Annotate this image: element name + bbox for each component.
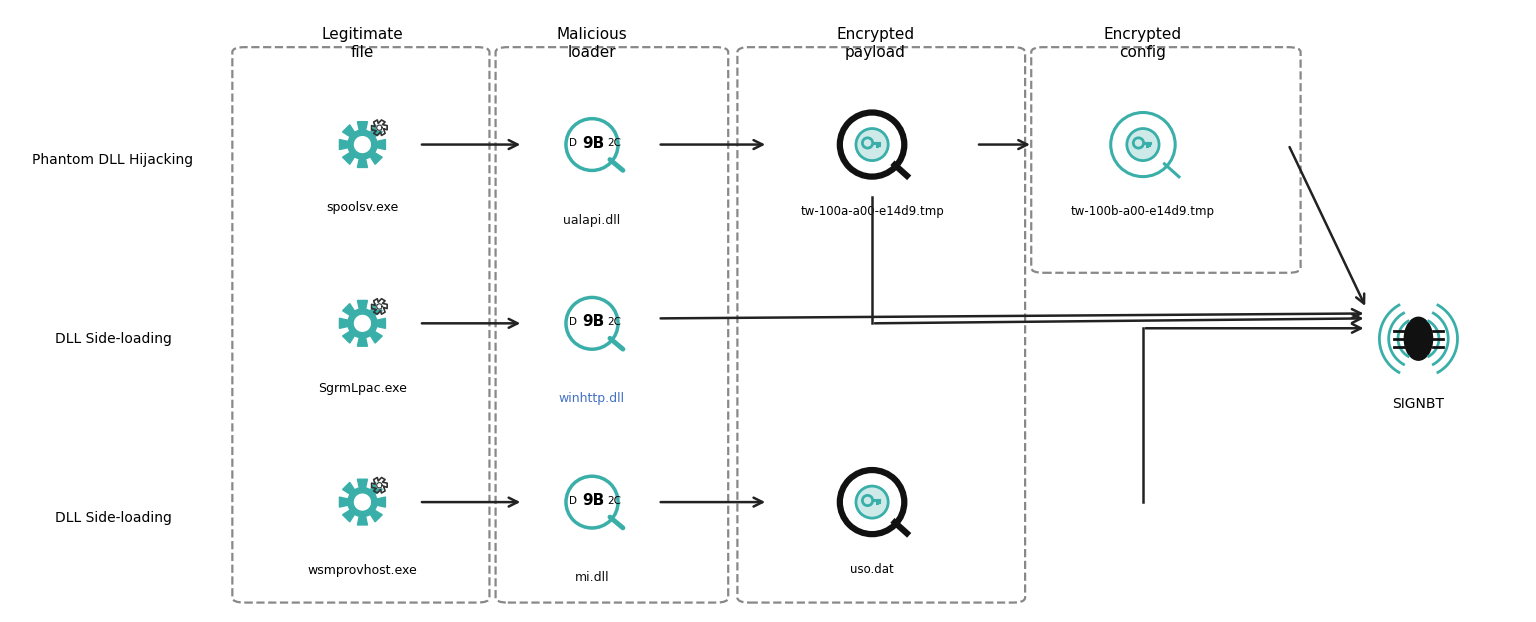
Text: SIGNBT: SIGNBT (1393, 397, 1444, 411)
Text: mi.dll: mi.dll (574, 571, 610, 584)
Ellipse shape (1111, 113, 1175, 177)
Text: 9B: 9B (582, 493, 605, 508)
Text: 9B: 9B (582, 314, 605, 329)
Ellipse shape (1404, 317, 1433, 360)
Polygon shape (376, 483, 382, 488)
Text: wsmprovhost.exe: wsmprovhost.exe (307, 564, 418, 577)
Text: D: D (570, 317, 578, 327)
Text: 2C: 2C (607, 138, 621, 148)
Text: Legitimate
file: Legitimate file (321, 27, 404, 60)
Text: tw-100b-a00-e14d9.tmp: tw-100b-a00-e14d9.tmp (1071, 205, 1215, 218)
Text: spoolsv.exe: spoolsv.exe (326, 202, 398, 214)
Text: D: D (570, 496, 578, 506)
Ellipse shape (856, 486, 888, 518)
Text: winhttp.dll: winhttp.dll (559, 392, 625, 406)
Ellipse shape (856, 129, 888, 160)
Text: SgrmLpac.exe: SgrmLpac.exe (318, 382, 407, 395)
Text: Malicious
loader: Malicious loader (556, 27, 627, 60)
Text: uso.dat: uso.dat (851, 562, 894, 575)
Circle shape (565, 491, 617, 513)
Polygon shape (376, 304, 382, 309)
Ellipse shape (840, 470, 905, 534)
Text: 2C: 2C (607, 317, 621, 327)
Polygon shape (376, 125, 382, 131)
Text: Encrypted
payload: Encrypted payload (836, 27, 914, 60)
Circle shape (565, 313, 617, 334)
Text: 2C: 2C (607, 496, 621, 506)
Polygon shape (339, 479, 386, 525)
Polygon shape (339, 122, 386, 167)
Polygon shape (353, 492, 372, 512)
Text: DLL Side-loading: DLL Side-loading (55, 332, 172, 346)
Text: ualapi.dll: ualapi.dll (564, 213, 621, 226)
Text: D: D (570, 138, 578, 148)
Text: tw-100a-a00-e14d9.tmp: tw-100a-a00-e14d9.tmp (800, 205, 945, 218)
Polygon shape (353, 135, 372, 154)
Text: 9B: 9B (582, 136, 605, 151)
Circle shape (565, 134, 617, 155)
Text: DLL Side-loading: DLL Side-loading (55, 511, 172, 524)
Polygon shape (353, 313, 372, 333)
Ellipse shape (1127, 129, 1160, 160)
Text: Encrypted
config: Encrypted config (1104, 27, 1183, 60)
Polygon shape (339, 300, 386, 346)
Text: Phantom DLL Hijacking: Phantom DLL Hijacking (32, 153, 194, 167)
Ellipse shape (840, 113, 905, 177)
